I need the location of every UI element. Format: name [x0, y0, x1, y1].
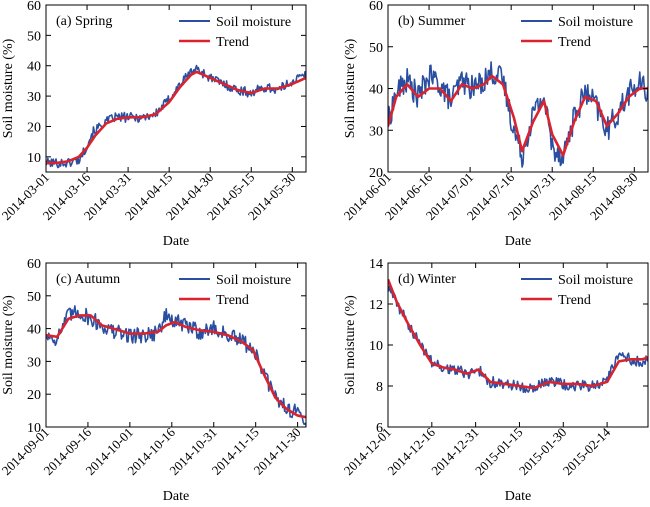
y-tick-label: 50 — [369, 41, 383, 56]
panel-title: (d) Winter — [398, 272, 456, 287]
trend-line-3 — [46, 314, 306, 419]
legend-label-trend: Trend — [558, 293, 591, 308]
plot-frame — [45, 4, 307, 173]
legend-label-trend: Trend — [216, 35, 249, 50]
trend-line-1 — [46, 70, 306, 165]
y-tick-label: 20 — [369, 166, 383, 181]
legend: Soil moisture Trend — [521, 273, 633, 308]
legend: Soil moisture Trend — [179, 273, 291, 308]
legend-label-trend: Trend — [558, 35, 591, 50]
y-tick-label: 30 — [27, 90, 41, 105]
plot-frame — [45, 262, 307, 428]
trend-line-4 — [388, 278, 648, 390]
chart-panel-3: 1020304050602014-09-012014-09-162014-10-… — [0, 257, 307, 504]
soil-moisture-line-1 — [46, 64, 306, 169]
x-axis-label: Date — [163, 234, 189, 249]
y-tick-label: 40 — [27, 323, 41, 338]
y-tick-label: 10 — [369, 339, 383, 354]
legend: Soil moisture Trend — [521, 15, 633, 50]
y-tick-label: 20 — [27, 120, 41, 135]
y-axis-label: Soil moisture (%) — [343, 295, 358, 395]
y-tick-label: 60 — [27, 257, 41, 272]
y-axis-label: Soil moisture (%) — [343, 38, 358, 138]
legend-label-soil-moisture: Soil moisture — [216, 273, 291, 288]
y-tick-label: 12 — [369, 298, 383, 313]
y-tick-label: 30 — [369, 124, 383, 139]
y-tick-label: 50 — [27, 290, 41, 305]
y-tick-label: 8 — [376, 380, 383, 395]
x-tick-label: 2015-02-14 — [560, 424, 614, 478]
chart-panel-2: 20304050602014-06-012014-06-162014-07-01… — [341, 0, 649, 249]
soil-moisture-line-2 — [388, 61, 648, 168]
legend-label-soil-moisture: Soil moisture — [558, 273, 633, 288]
chart-panel-1: 1020304050602014-03-012014-03-162014-03-… — [0, 0, 307, 249]
x-axis-label: Date — [505, 234, 531, 249]
y-tick-label: 6 — [376, 421, 383, 436]
y-tick-label: 10 — [27, 421, 41, 436]
trend-line-2 — [388, 74, 648, 157]
y-tick-label: 10 — [27, 151, 41, 166]
panel-title: (b) Summer — [398, 14, 466, 29]
y-tick-label: 50 — [27, 29, 41, 44]
y-tick-label: 60 — [27, 0, 41, 14]
legend-label-soil-moisture: Soil moisture — [558, 15, 633, 30]
x-axis-label: Date — [505, 489, 531, 504]
y-tick-label: 14 — [369, 257, 383, 272]
y-tick-label: 40 — [27, 60, 41, 75]
legend: Soil moisture Trend — [179, 15, 291, 50]
chart-panel-4: 681012142014-12-012014-12-162014-12-3120… — [341, 257, 649, 504]
legend-label-trend: Trend — [216, 293, 249, 308]
y-tick-label: 60 — [369, 0, 383, 14]
y-axis-label: Soil moisture (%) — [1, 295, 16, 395]
legend-label-soil-moisture: Soil moisture — [216, 15, 291, 30]
x-axis-label: Date — [163, 489, 189, 504]
y-tick-label: 30 — [27, 355, 41, 370]
y-axis-label: Soil moisture (%) — [1, 38, 16, 138]
panel-title: (c) Autumn — [56, 272, 120, 287]
y-tick-label: 20 — [27, 388, 41, 403]
y-tick-label: 40 — [369, 83, 383, 98]
panel-title: (a) Spring — [56, 14, 112, 29]
